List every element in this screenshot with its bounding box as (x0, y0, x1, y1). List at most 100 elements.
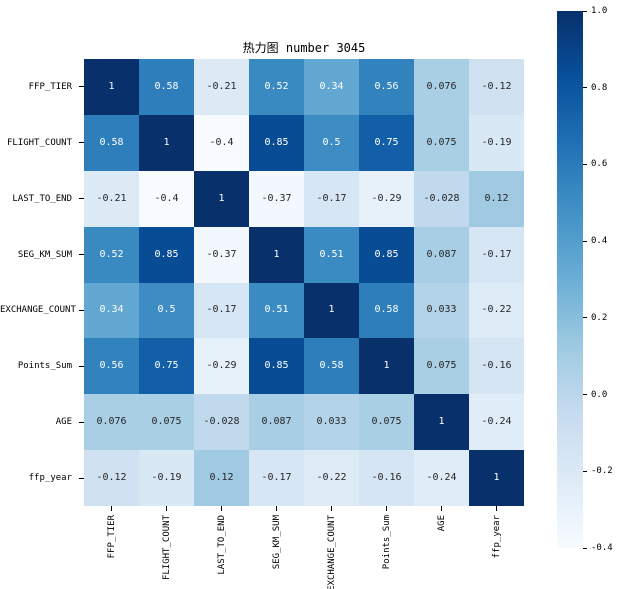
y-tick-label: AGE (55, 417, 72, 428)
heatmap-cell: 0.51 (249, 282, 304, 339)
y-tick-label: EXCHANGE_COUNT (0, 305, 76, 316)
heatmap-cell: -0.37 (249, 170, 304, 227)
y-tick-mark (79, 309, 84, 311)
x-tick-label: FFP_TIER (84, 506, 139, 589)
heatmap-cell: 0.75 (139, 338, 194, 395)
heatmap-cell: -0.19 (469, 114, 524, 171)
heatmap-cell: 0.85 (249, 338, 304, 395)
heatmap-cell: -0.12 (84, 450, 139, 506)
heatmap-cell: -0.22 (304, 450, 359, 506)
heatmap-cell: -0.29 (359, 170, 414, 227)
x-tick-label: ffp_year (469, 506, 524, 589)
heatmap-cell: -0.17 (249, 450, 304, 506)
colorbar-tick-mark (583, 470, 587, 472)
heatmap-cell: 0.51 (304, 226, 359, 283)
x-tick-label-text: FLIGHT_COUNT (161, 515, 172, 581)
heatmap-cell: -0.4 (139, 170, 194, 227)
x-tick-label-text: LAST_TO_END (216, 515, 227, 575)
y-tick-label: FFP_TIER (28, 81, 72, 92)
heatmap-cell: 0.75 (359, 114, 414, 171)
heatmap-cell: 1 (304, 282, 359, 339)
heatmap-cell: 0.85 (139, 226, 194, 283)
y-tick-mark (79, 477, 84, 479)
heatmap-cell: 1 (469, 450, 524, 506)
heatmap-cell: 0.34 (304, 59, 359, 115)
x-tick-label-text: SEG_KM_SUM (271, 515, 282, 570)
colorbar-tick-label: 1.0 (591, 6, 608, 16)
heatmap-cell: 0.56 (84, 338, 139, 395)
heatmap-cell: 0.58 (139, 59, 194, 115)
heatmap-cell: 0.52 (84, 226, 139, 283)
heatmap-cell: 0.5 (304, 114, 359, 171)
colorbar-tick-mark (583, 394, 587, 396)
colorbar-tick-mark (583, 240, 587, 242)
colorbar-tick-label: -0.2 (591, 466, 613, 477)
heatmap-cell: 0.075 (139, 394, 194, 451)
colorbar-tick-mark (583, 547, 587, 549)
x-tick-label-text: FFP_TIER (106, 515, 117, 559)
heatmap-cell: -0.4 (194, 114, 249, 171)
heatmap-cell: -0.21 (84, 170, 139, 227)
y-tick-mark (79, 254, 84, 256)
y-tick-label: LAST_TO_END (12, 193, 72, 204)
y-tick-mark (79, 142, 84, 144)
heatmap-cell: 1 (414, 394, 469, 451)
colorbar-gradient (557, 11, 583, 548)
x-tick-label-text: Points_Sum (381, 515, 392, 570)
heatmap-cell: 0.075 (414, 338, 469, 395)
heatmap-grid: 1 0.58 -0.21 0.52 0.34 0.56 0.076 -0.12 0.58 1 -0.… (84, 59, 524, 506)
heatmap-cell: 0.076 (84, 394, 139, 451)
x-tick-label: EXCHANGE_COUNT (304, 506, 359, 589)
colorbar-tick-label: 0.0 (591, 389, 608, 400)
heatmap-cell: 0.075 (414, 114, 469, 171)
colorbar-tick-mark (583, 87, 587, 89)
heatmap-cell: 0.033 (304, 394, 359, 451)
heatmap-cell: 0.58 (304, 338, 359, 395)
colorbar-tick-mark (583, 317, 587, 319)
x-tick-mark (386, 506, 387, 511)
x-tick-mark (441, 506, 442, 511)
heatmap-cell: -0.29 (194, 338, 249, 395)
y-tick-label: Points_Sum (17, 361, 72, 372)
heatmap-cell: 0.58 (84, 114, 139, 171)
colorbar-tick-label: 0.8 (591, 82, 608, 93)
heatmap-cell: -0.21 (194, 59, 249, 115)
x-tick-label-text: AGE (436, 515, 447, 532)
colorbar: 1.0 0.8 0.6 0.4 0.2 0.0 -0.2 -0.4 (557, 6, 613, 553)
heatmap-cell: -0.17 (469, 226, 524, 283)
heatmap-cell: 0.076 (414, 59, 469, 115)
x-tick-mark (166, 506, 167, 511)
x-tick-label: AGE (414, 506, 469, 589)
heatmap-cell: 0.34 (84, 282, 139, 339)
heatmap-cell: 0.58 (359, 282, 414, 339)
heatmap-cell: 1 (194, 170, 249, 227)
y-tick-mark (79, 86, 84, 88)
heatmap-cell: 0.5 (139, 282, 194, 339)
heatmap-cell: 0.56 (359, 59, 414, 115)
y-tick-label: SEG_KM_SUM (17, 249, 72, 260)
y-tick-mark (79, 421, 84, 423)
colorbar-tick-label: 0.4 (591, 236, 608, 247)
x-tick-mark (331, 506, 332, 511)
heatmap-cell: 0.85 (359, 226, 414, 283)
x-tick-label-text: EXCHANGE_COUNT (326, 515, 337, 589)
colorbar-tick-mark (583, 10, 587, 12)
heatmap-cell: -0.24 (414, 450, 469, 506)
heatmap-cell: 1 (139, 114, 194, 171)
heatmap-cell: 0.087 (414, 226, 469, 283)
y-tick-label: ffp_year (28, 473, 72, 484)
heatmap-cell: 1 (249, 226, 304, 283)
x-tick-label-text: ffp_year (491, 515, 502, 559)
colorbar-tick-mark (583, 163, 587, 165)
heatmap-cell: -0.17 (194, 282, 249, 339)
x-axis: FFP_TIER FLIGHT_COUNT LAST_TO_END SEG_KM_SU… (84, 506, 524, 589)
y-tick-label: FLIGHT_COUNT (6, 137, 72, 148)
x-tick-mark (276, 506, 277, 511)
heatmap-cell: -0.19 (139, 450, 194, 506)
heatmap-cell: -0.37 (194, 226, 249, 283)
heatmap-cell: 0.85 (249, 114, 304, 171)
heatmap-cell: 1 (359, 338, 414, 395)
x-tick-mark (496, 506, 497, 511)
chart-title: 热力图 number 3045 (242, 41, 366, 55)
